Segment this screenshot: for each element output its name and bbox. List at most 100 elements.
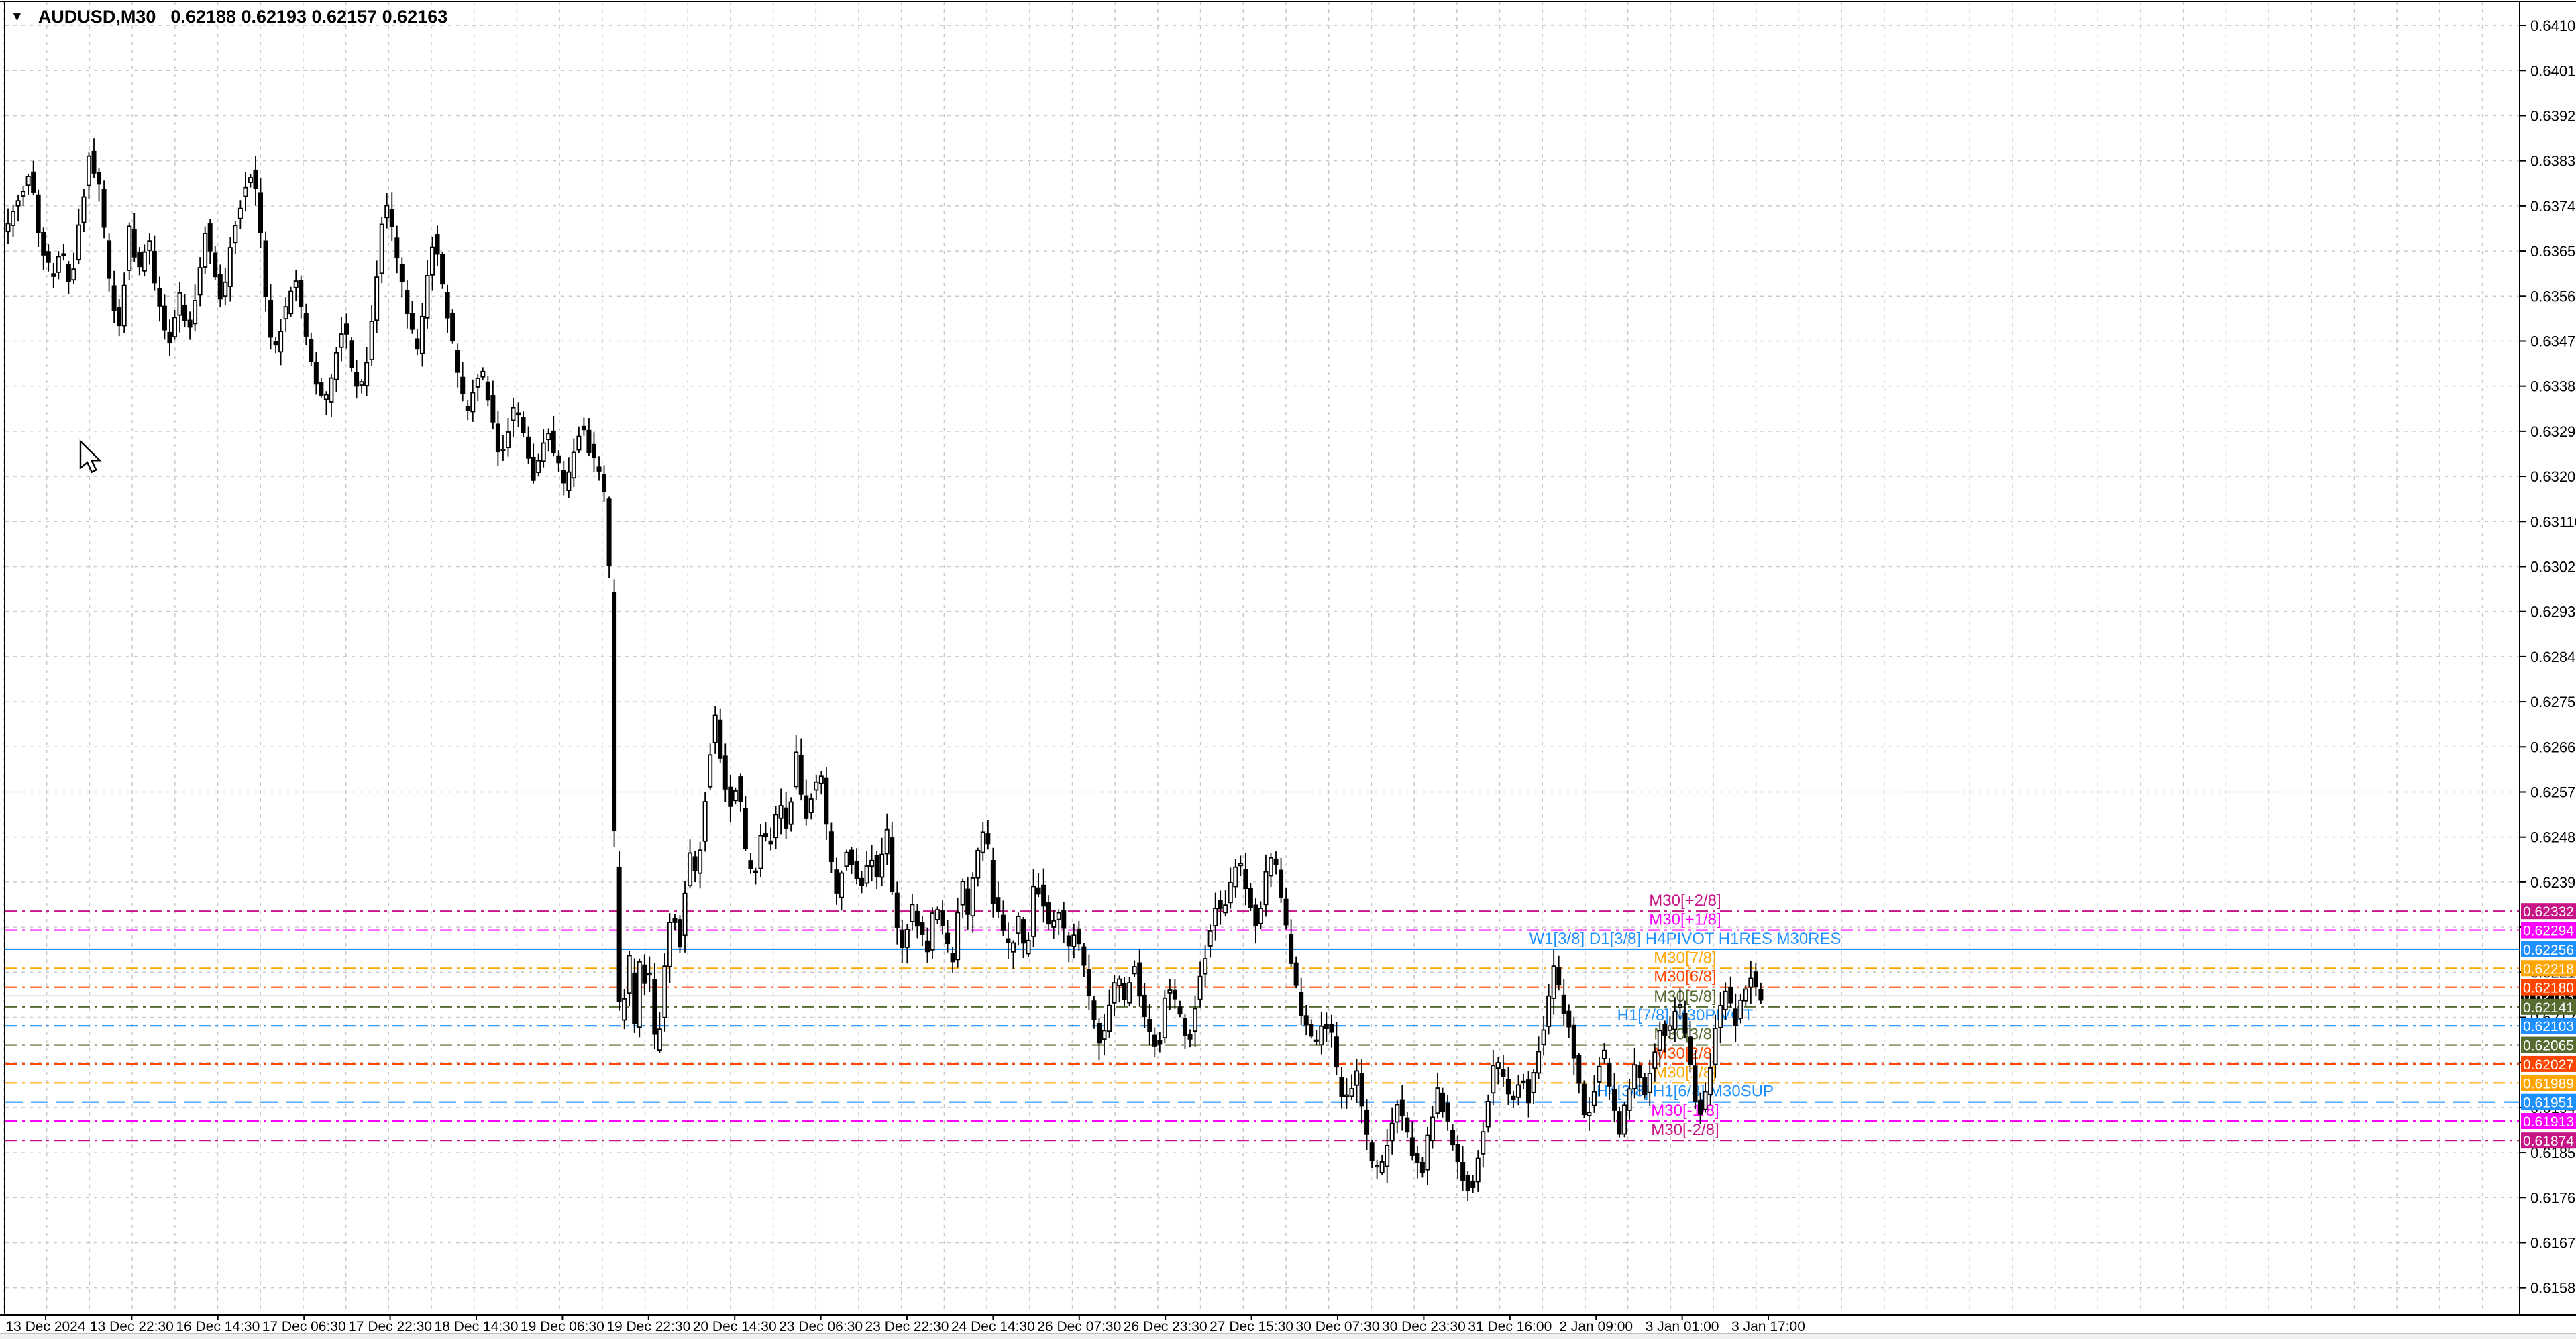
candle-body <box>1359 1073 1364 1107</box>
candle-body <box>405 290 410 314</box>
candle-body <box>1102 1030 1107 1040</box>
candle-body <box>657 1028 662 1051</box>
candle-body <box>1571 1024 1576 1059</box>
candle-body <box>794 751 799 788</box>
candle-body <box>25 176 31 186</box>
time-axis-label: 19 Dec 22:30 <box>606 1319 690 1334</box>
candle-body <box>379 223 384 274</box>
candle-body <box>1531 1072 1536 1093</box>
candle-body <box>1445 1102 1450 1122</box>
candle-body <box>1612 1089 1617 1111</box>
candle-body <box>1419 1161 1425 1173</box>
time-axis-label: 13 Dec 2024 <box>5 1319 85 1334</box>
candle-body <box>409 313 415 330</box>
level-lines-layer <box>5 910 2520 1142</box>
candle-body <box>450 312 455 342</box>
candle-body <box>1491 1065 1496 1094</box>
candle-body <box>1389 1122 1395 1142</box>
candle-body <box>996 897 1001 912</box>
candle-body <box>1238 863 1243 867</box>
time-axis[interactable]: 13 Dec 2024 13 Dec 22:30 16 Dec 14:30 17 De… <box>5 1315 1805 1334</box>
candle-body <box>1218 900 1223 910</box>
candle-body <box>869 859 875 867</box>
time-axis-label: 23 Dec 22:30 <box>865 1319 949 1334</box>
candle-body <box>1405 1117 1410 1133</box>
candle-body <box>1399 1099 1405 1117</box>
candle-body <box>526 436 531 459</box>
candle-body <box>1551 965 1556 999</box>
candle-body <box>1127 982 1132 1004</box>
candle-body <box>1758 989 1764 1001</box>
candle-body <box>652 979 657 1035</box>
candle-body <box>1515 1084 1521 1098</box>
candle-body <box>1157 1040 1163 1045</box>
candle-body <box>299 280 304 307</box>
candle-body <box>455 350 460 373</box>
candle-body <box>1076 928 1081 945</box>
candle-body <box>1061 910 1067 929</box>
candle-body <box>1687 1036 1693 1065</box>
candle-body <box>1677 1004 1682 1008</box>
candle-body <box>203 233 208 268</box>
candle-body <box>980 831 985 853</box>
level-price-tag <box>2521 1132 2576 1149</box>
candle-body <box>243 186 248 197</box>
candle-body <box>924 940 930 953</box>
candle-body <box>1617 1111 1622 1135</box>
candle-body <box>177 292 182 316</box>
candle-body <box>1299 992 1304 1016</box>
candle-body <box>1339 1076 1344 1097</box>
candle-body <box>879 853 885 878</box>
candle-body <box>884 828 890 855</box>
candle-body <box>61 253 66 256</box>
candle-body <box>389 209 394 227</box>
candle-body <box>15 200 21 207</box>
candle-body <box>647 973 652 976</box>
candle-body <box>127 225 132 271</box>
candle-body <box>399 264 405 282</box>
candle-body <box>561 470 566 484</box>
level-price-tag-text: 0.61989 <box>2523 1076 2574 1091</box>
candle-body <box>137 252 142 268</box>
candle-body <box>682 892 688 936</box>
mouse-cursor <box>79 439 102 474</box>
level-price-tag-text: 0.62332 <box>2523 904 2574 920</box>
candle-body <box>904 928 910 948</box>
candle-body <box>1713 1028 1718 1065</box>
candle-body <box>1117 978 1122 987</box>
candle-body <box>1662 1024 1668 1036</box>
candle-body <box>728 786 733 807</box>
candle-body <box>874 855 879 877</box>
candle-body <box>521 417 526 433</box>
candle-body <box>470 392 476 413</box>
candle-body <box>1309 1023 1314 1037</box>
candle-body <box>465 405 470 411</box>
candle-body <box>1733 1008 1738 1026</box>
candle-body <box>900 929 905 949</box>
candle-body <box>712 714 718 743</box>
symbol-dropdown-icon[interactable]: ▼ <box>11 10 23 24</box>
candle-body <box>859 877 865 886</box>
candle-body <box>1561 994 1566 1014</box>
level-price-tag-text: 0.61951 <box>2523 1095 2574 1111</box>
candle-body <box>556 455 561 464</box>
candle-body <box>248 177 253 183</box>
level-label: W1[3/8] D1[3/8] H4PIVOT H1RES M30RES <box>1529 930 1841 948</box>
candle-body <box>1576 1055 1582 1084</box>
candle-body <box>773 814 779 839</box>
candle-body <box>1375 1165 1380 1168</box>
candle-body <box>864 865 869 884</box>
candle-body <box>1581 1083 1587 1116</box>
candle-body <box>935 909 941 920</box>
candle-body <box>1566 1010 1572 1028</box>
candle-body <box>384 205 390 219</box>
candle-body <box>1501 1069 1506 1077</box>
